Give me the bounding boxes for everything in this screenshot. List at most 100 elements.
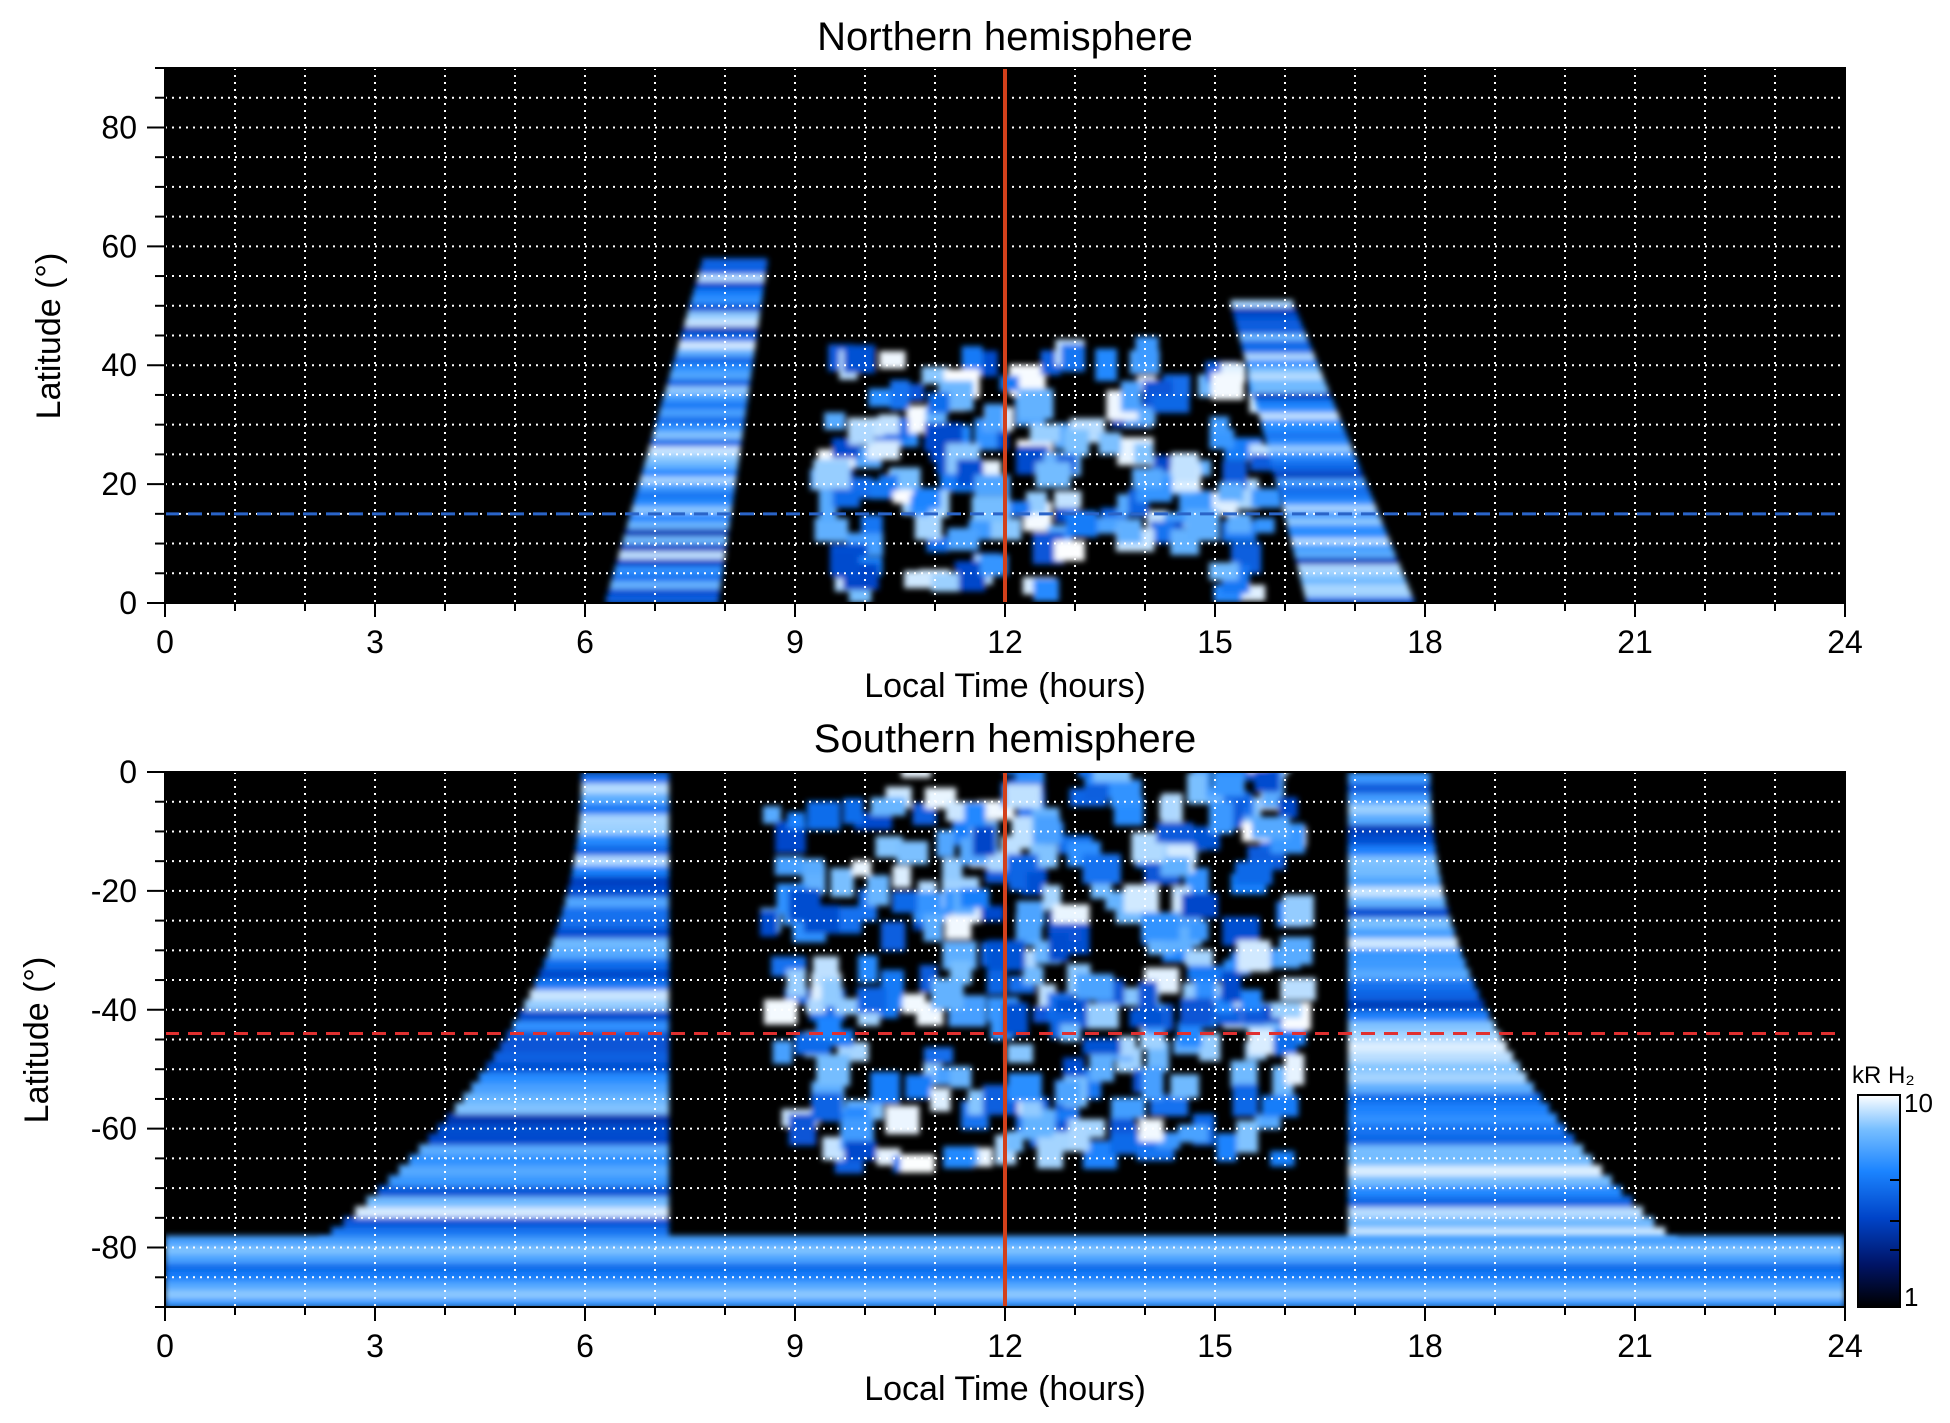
emission-strip: [1304, 589, 1412, 598]
emission-patch: [921, 366, 950, 384]
emission-patch: [1209, 562, 1239, 581]
emission-strip: [1348, 1071, 1527, 1084]
emission-patch: [1278, 797, 1298, 819]
emission-strip: [377, 1185, 669, 1197]
emission-patch: [1005, 784, 1042, 809]
colorbar-label: kR H₂: [1852, 1062, 1915, 1089]
emission-strip: [1250, 378, 1326, 387]
emission-strip: [678, 340, 756, 350]
emission-strip: [1348, 896, 1446, 908]
emission-patch: [880, 921, 906, 951]
emission-strip: [1272, 464, 1361, 473]
emission-strip: [1306, 596, 1414, 603]
emission-patch: [1020, 1099, 1042, 1117]
emission-patch: [1208, 801, 1234, 834]
emission-patch: [949, 1066, 972, 1088]
emission-patch: [1234, 861, 1273, 885]
emission-patch: [1098, 432, 1122, 455]
emission-patch: [1236, 1120, 1259, 1153]
emission-patch: [1064, 429, 1090, 456]
emission-patch: [1232, 1084, 1259, 1117]
emission-strip: [640, 475, 736, 485]
emission-patch: [1138, 981, 1158, 1012]
emission-strip: [1269, 451, 1355, 460]
emission-patch: [931, 978, 964, 1010]
emission-patch: [764, 999, 798, 1025]
emission-strip: [562, 906, 669, 918]
emission-patch: [1123, 884, 1159, 914]
emission-patch: [1082, 853, 1121, 884]
emission-patch: [1151, 395, 1190, 413]
emission-patch: [1133, 443, 1154, 465]
emission-strip: [1274, 471, 1363, 479]
emission-strip: [1260, 418, 1342, 427]
emission-patch: [961, 346, 983, 377]
emission-patch: [1132, 468, 1163, 488]
x-tick-label: 9: [786, 1328, 804, 1364]
emission-patch: [1095, 348, 1117, 381]
x-tick-label: 21: [1617, 1328, 1653, 1364]
emission-strip: [1240, 339, 1310, 347]
emission-strip: [437, 1123, 669, 1135]
emission-patch: [1212, 772, 1245, 797]
emission-patch: [1171, 452, 1199, 482]
emission-patch: [972, 824, 996, 856]
emission-strip: [518, 1009, 669, 1022]
emission-patch: [1023, 966, 1044, 985]
emission-strip: [577, 834, 669, 846]
y-tick-label: 0: [119, 754, 137, 790]
emission-strip: [366, 1195, 669, 1208]
emission-strip: [665, 385, 749, 395]
emission-patch: [1029, 423, 1061, 443]
emission-patch: [1177, 1124, 1209, 1143]
emission-strip: [1348, 927, 1455, 939]
emission-patch: [870, 1071, 900, 1105]
emission-strip: [543, 958, 669, 970]
emission-strip: [1232, 306, 1296, 315]
north-reference-lines: [165, 68, 1845, 603]
emission-strip: [486, 1061, 669, 1073]
emission-patch: [1218, 772, 1244, 774]
emission-strip: [1259, 411, 1339, 420]
emission-patch: [1280, 977, 1316, 1001]
emission-strip: [580, 803, 669, 815]
south-title: Southern hemisphere: [814, 717, 1196, 761]
emission-strip: [1348, 823, 1434, 836]
emission-patch: [878, 414, 900, 435]
emission-strip: [648, 445, 741, 455]
emission-strip: [463, 1092, 669, 1104]
emission-strip: [455, 1102, 669, 1115]
emission-strip: [629, 513, 731, 522]
y-tick-label: -80: [91, 1230, 137, 1266]
emission-strip: [418, 1144, 669, 1156]
emission-strip: [1284, 510, 1379, 519]
north-panel: 0 3 6 9 12 15 18 21 24 0 20 40 60 80 Northern hemisph…: [30, 15, 1863, 705]
emission-strip: [1348, 834, 1435, 846]
emission-patch: [834, 906, 862, 929]
emission-strip: [1348, 1133, 1575, 1146]
emission-strip: [529, 989, 669, 1001]
emission-strip: [575, 844, 669, 856]
emission-patch: [851, 860, 872, 877]
emission-strip: [676, 348, 755, 357]
emission-patch: [984, 403, 1005, 431]
emission-strip: [674, 355, 754, 365]
emission-strip: [1290, 537, 1390, 545]
emission-strip: [493, 1051, 669, 1063]
emission-strip: [1348, 947, 1462, 960]
emission-strip: [578, 823, 669, 836]
emission-patch: [890, 379, 910, 411]
emission-strip: [524, 999, 669, 1011]
south-x-axis-label: Local Time (hours): [864, 1370, 1146, 1408]
emission-strip: [1348, 1020, 1495, 1032]
emission-strip: [1348, 865, 1439, 877]
emission-strip: [355, 1206, 669, 1218]
emission-strip: [1275, 477, 1366, 486]
emission-strip: [428, 1133, 669, 1146]
emission-patch: [901, 772, 931, 778]
emission-patch: [1003, 1002, 1028, 1036]
emission-strip: [1287, 523, 1385, 532]
south-reference-lines: [165, 772, 1845, 1307]
emission-patch: [824, 412, 846, 430]
bright-region-dusk-arc: [1230, 299, 1414, 603]
